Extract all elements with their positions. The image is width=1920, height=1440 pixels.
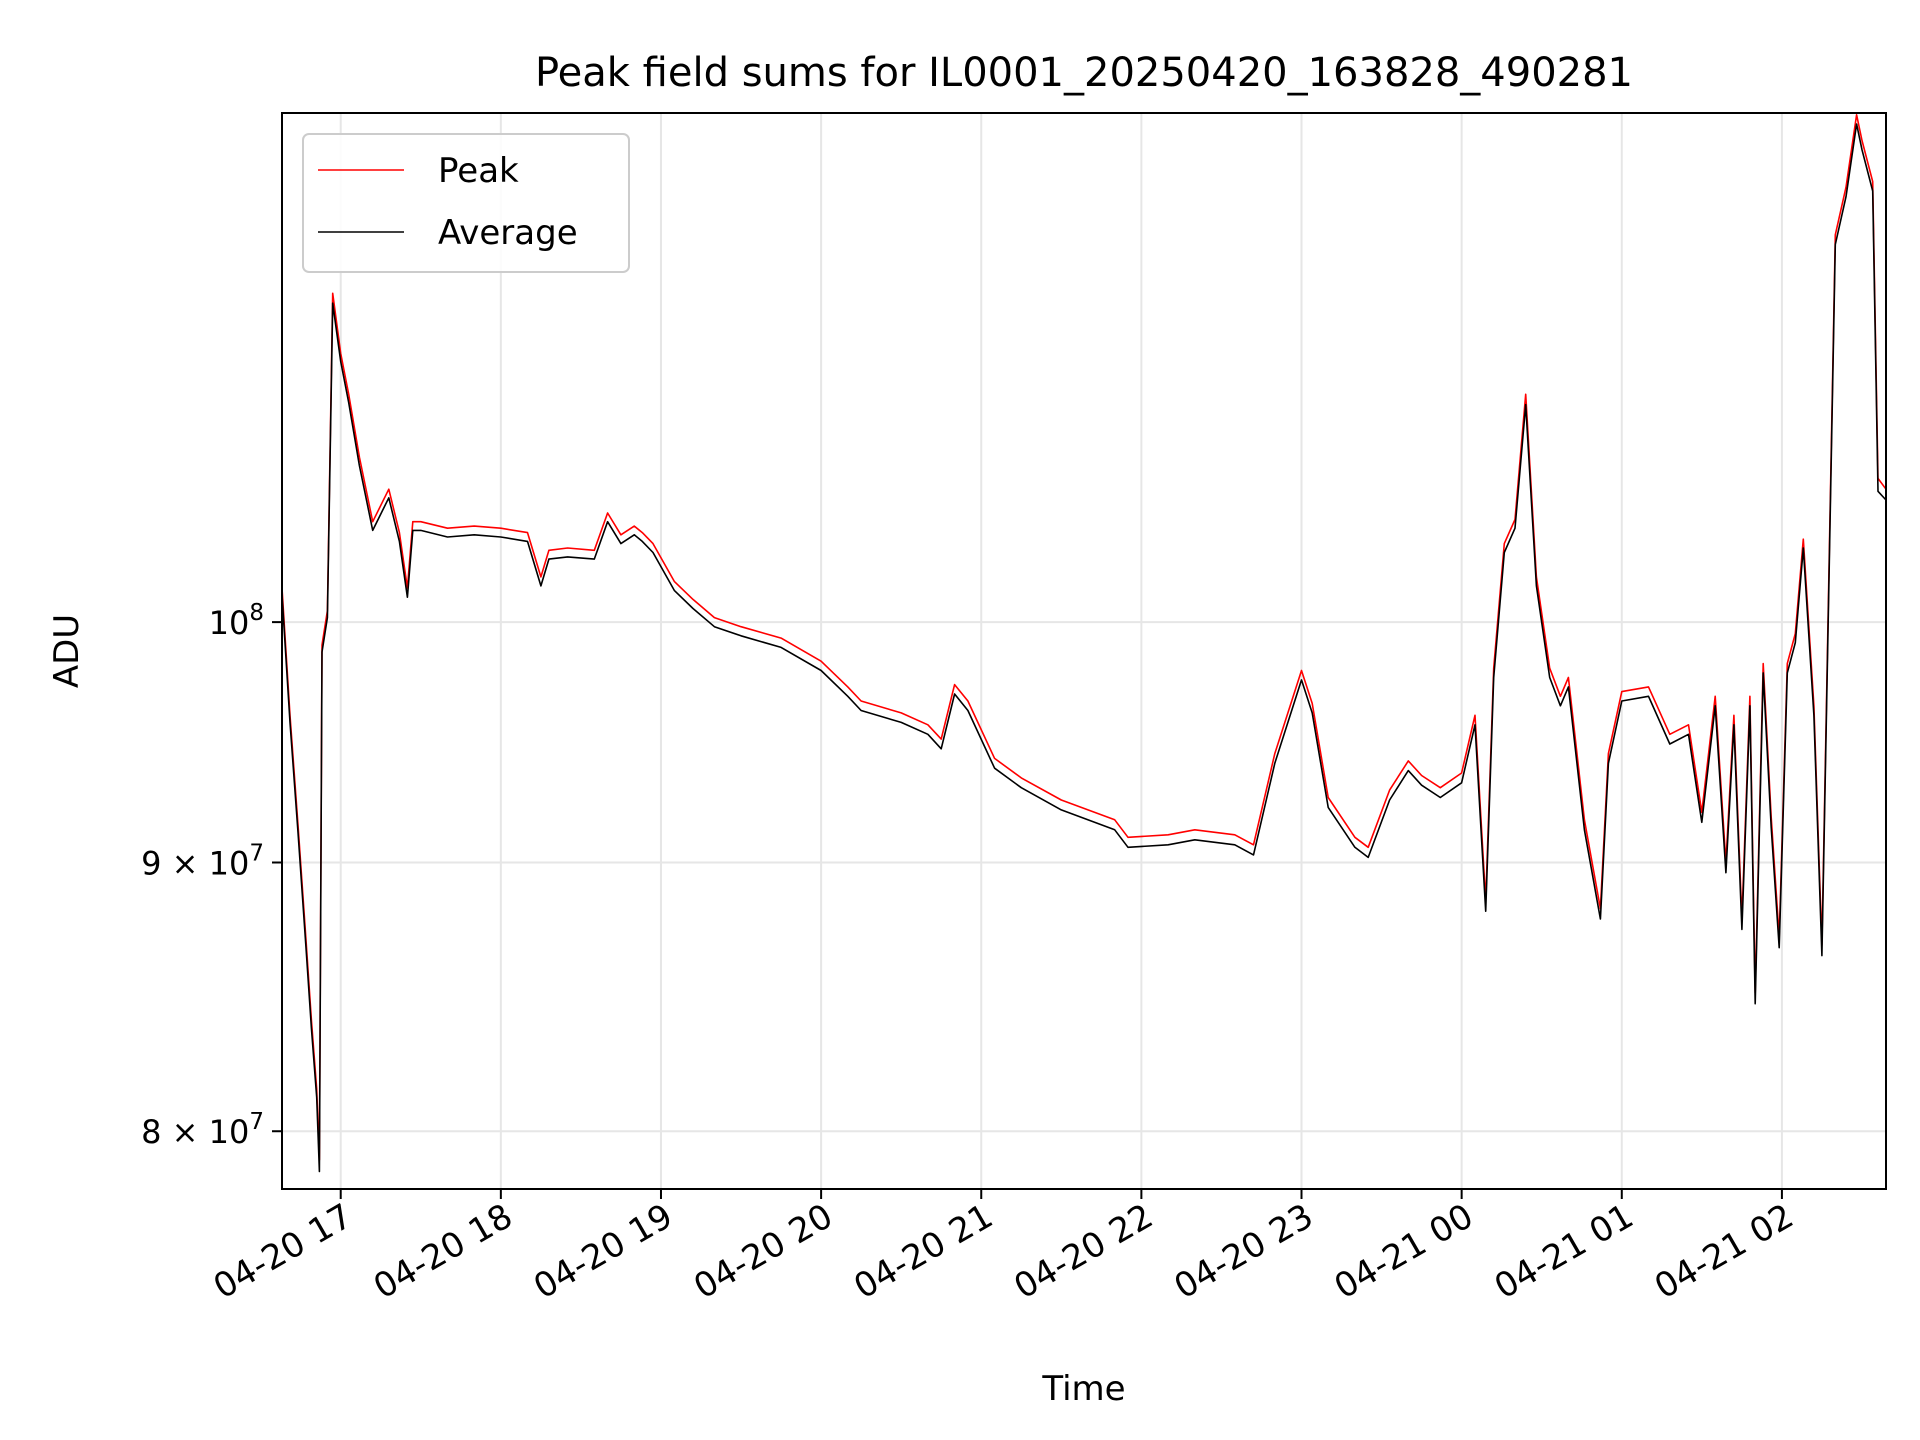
grid-lines [282, 113, 1886, 1189]
y-tick-label: 8 × 107 [141, 1109, 264, 1151]
legend-average-label: Average [438, 213, 578, 253]
y-axis-label: ADU [47, 614, 87, 688]
legend: Peak Average [302, 133, 630, 273]
plot-area-frame [281, 112, 1887, 1190]
chart-title: Peak field sums for IL0001_20250420_1638… [535, 50, 1633, 96]
series-layer [281, 114, 1887, 1173]
x-axis-label: Time [1041, 1369, 1125, 1409]
y-tick-label: 9 × 107 [141, 841, 264, 883]
series-line-average [281, 123, 1887, 1173]
legend-box [302, 133, 630, 273]
y-axis: 8 × 107 9 × 107 108 [141, 600, 282, 1151]
legend-peak-label: Peak [438, 151, 519, 191]
y-tick-label: 108 [209, 600, 264, 642]
